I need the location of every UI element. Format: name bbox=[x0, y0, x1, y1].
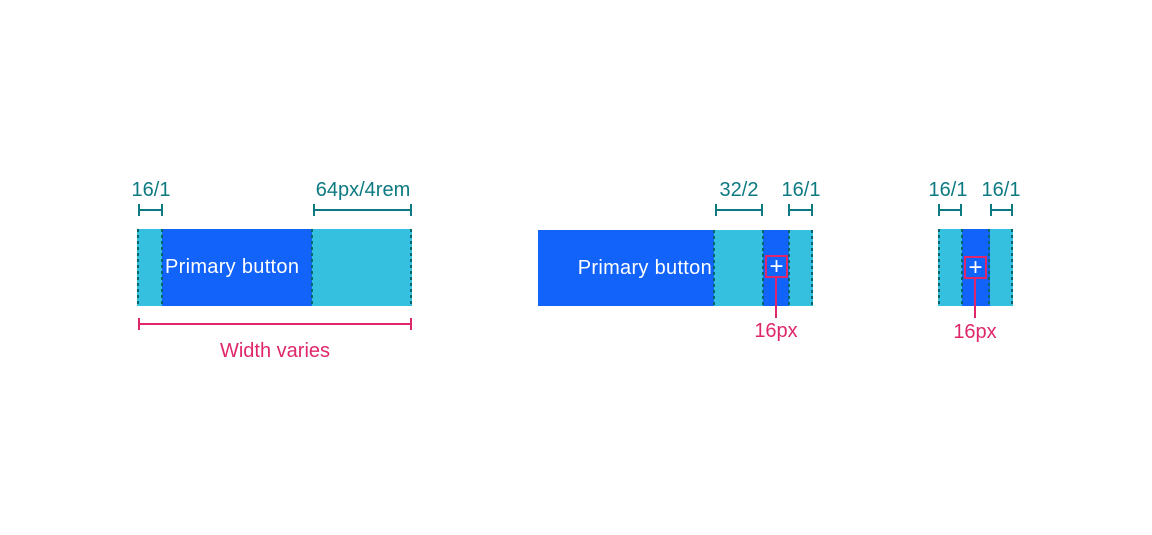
right-padding-overlay bbox=[990, 229, 1013, 306]
diagram-icon-only-button: 16/1 16/1 + 16px bbox=[929, 180, 1021, 365]
left-padding-measurement-bracket bbox=[938, 204, 962, 216]
icon-size-label: 16px bbox=[953, 321, 997, 343]
diagram-variable-width-button: 16/1 64px/4rem Primary button Width vari… bbox=[132, 179, 413, 365]
add-icon: + bbox=[968, 253, 983, 281]
left-padding-overlay bbox=[938, 229, 962, 306]
primary-button-label: Primary button bbox=[538, 230, 714, 306]
icon-size-highlight: + bbox=[765, 252, 788, 280]
left-padding-measurement-label: 16/1 bbox=[928, 179, 968, 201]
right-padding-measurement-label: 16/1 bbox=[781, 179, 821, 201]
right-padding-measurement-bracket bbox=[788, 204, 813, 216]
diagram-button-with-icon: 32/2 16/1 Primary button + 16px bbox=[538, 179, 820, 365]
token-boundary-dash bbox=[137, 229, 139, 306]
icon-gap-measurement-label: 32/2 bbox=[719, 179, 759, 201]
left-padding-overlay bbox=[137, 229, 162, 306]
icon-gap-measurement-bracket bbox=[715, 204, 763, 216]
right-padding-measurement-bracket bbox=[313, 204, 412, 216]
icon-size-highlight: + bbox=[964, 253, 987, 281]
primary-button-label: Primary button bbox=[162, 229, 312, 306]
primary-button-diagram: Primary button bbox=[538, 230, 813, 306]
right-padding-measurement-label: 16/1 bbox=[981, 179, 1021, 201]
icon-size-leader-line bbox=[775, 278, 777, 318]
token-boundary-dash bbox=[410, 229, 412, 306]
token-boundary-dash bbox=[938, 229, 940, 306]
token-boundary-dash bbox=[1011, 229, 1013, 306]
token-boundary-dash bbox=[762, 230, 764, 306]
right-padding-measurement-label: 64px/4rem bbox=[315, 179, 411, 201]
right-padding-overlay bbox=[789, 230, 813, 306]
add-icon: + bbox=[769, 252, 784, 280]
right-padding-measurement-bracket bbox=[990, 204, 1013, 216]
right-padding-overlay bbox=[312, 229, 412, 306]
width-varies-label: Width varies bbox=[219, 340, 331, 362]
token-boundary-dash bbox=[311, 229, 313, 306]
primary-button-diagram: Primary button bbox=[137, 229, 412, 306]
left-padding-measurement-label: 16/1 bbox=[131, 179, 171, 201]
width-measurement-line bbox=[138, 318, 412, 330]
token-boundary-dash bbox=[811, 230, 813, 306]
token-boundary-dash bbox=[988, 229, 990, 306]
left-padding-measurement-bracket bbox=[138, 204, 163, 216]
icon-size-label: 16px bbox=[754, 320, 798, 342]
token-boundary-dash bbox=[788, 230, 790, 306]
token-boundary-dash bbox=[713, 230, 715, 306]
icon-button-diagram bbox=[938, 229, 1013, 306]
icon-size-leader-line bbox=[974, 279, 976, 318]
icon-gap-overlay bbox=[714, 230, 763, 306]
token-boundary-dash bbox=[961, 229, 963, 306]
token-boundary-dash bbox=[161, 229, 163, 306]
